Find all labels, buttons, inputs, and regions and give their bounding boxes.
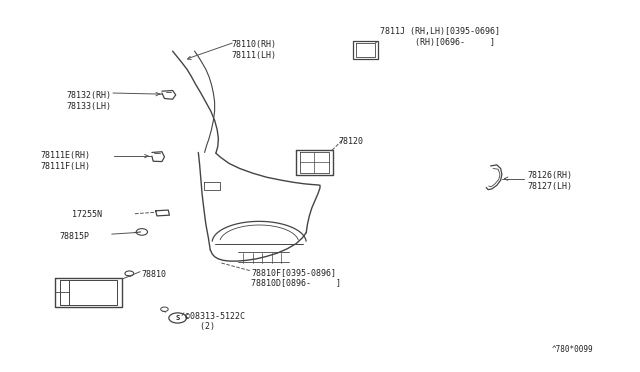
Text: 78126(RH)
78127(LH): 78126(RH) 78127(LH)	[527, 171, 572, 191]
Text: 78810: 78810	[141, 270, 166, 279]
Text: 78815P: 78815P	[60, 231, 90, 241]
Text: 78810F[0395-0896]
78810D[0896-     ]: 78810F[0395-0896] 78810D[0896- ]	[251, 268, 341, 288]
Text: 78111E(RH)
78111F(LH): 78111E(RH) 78111F(LH)	[41, 151, 91, 171]
Text: 78120: 78120	[339, 137, 364, 146]
Text: ^780*0099: ^780*0099	[552, 344, 594, 353]
Text: ©08313-5122C
   (2): ©08313-5122C (2)	[185, 312, 245, 331]
Text: 17255N: 17255N	[72, 210, 102, 219]
Text: 78132(RH)
78133(LH): 78132(RH) 78133(LH)	[66, 91, 111, 110]
Text: 7811J (RH,LH)[0395-0696]
       (RH)[0696-     ]: 7811J (RH,LH)[0395-0696] (RH)[0696- ]	[380, 28, 500, 47]
Text: S: S	[175, 315, 180, 321]
Text: 78110(RH)
78111(LH): 78110(RH) 78111(LH)	[232, 40, 276, 60]
